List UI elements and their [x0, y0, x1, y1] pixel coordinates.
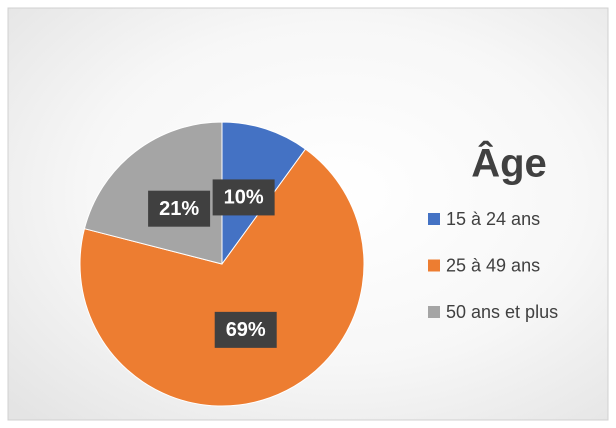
legend-label: 15 à 24 ans	[446, 209, 540, 229]
legend-swatch	[428, 213, 440, 225]
pie-slice	[79, 148, 365, 407]
data-label: 10%	[224, 187, 264, 209]
data-label-box	[214, 311, 277, 348]
data-label: 21%	[159, 198, 199, 220]
legend-label: 25 à 49 ans	[446, 255, 540, 275]
data-label-box	[148, 190, 211, 227]
legend-swatch	[428, 306, 440, 318]
legend-swatch	[428, 259, 440, 272]
data-label-box	[212, 179, 275, 216]
legend-label: 50 ans et plus	[446, 302, 558, 322]
chart-title: Âge	[471, 140, 547, 186]
data-label: 69%	[226, 319, 266, 341]
